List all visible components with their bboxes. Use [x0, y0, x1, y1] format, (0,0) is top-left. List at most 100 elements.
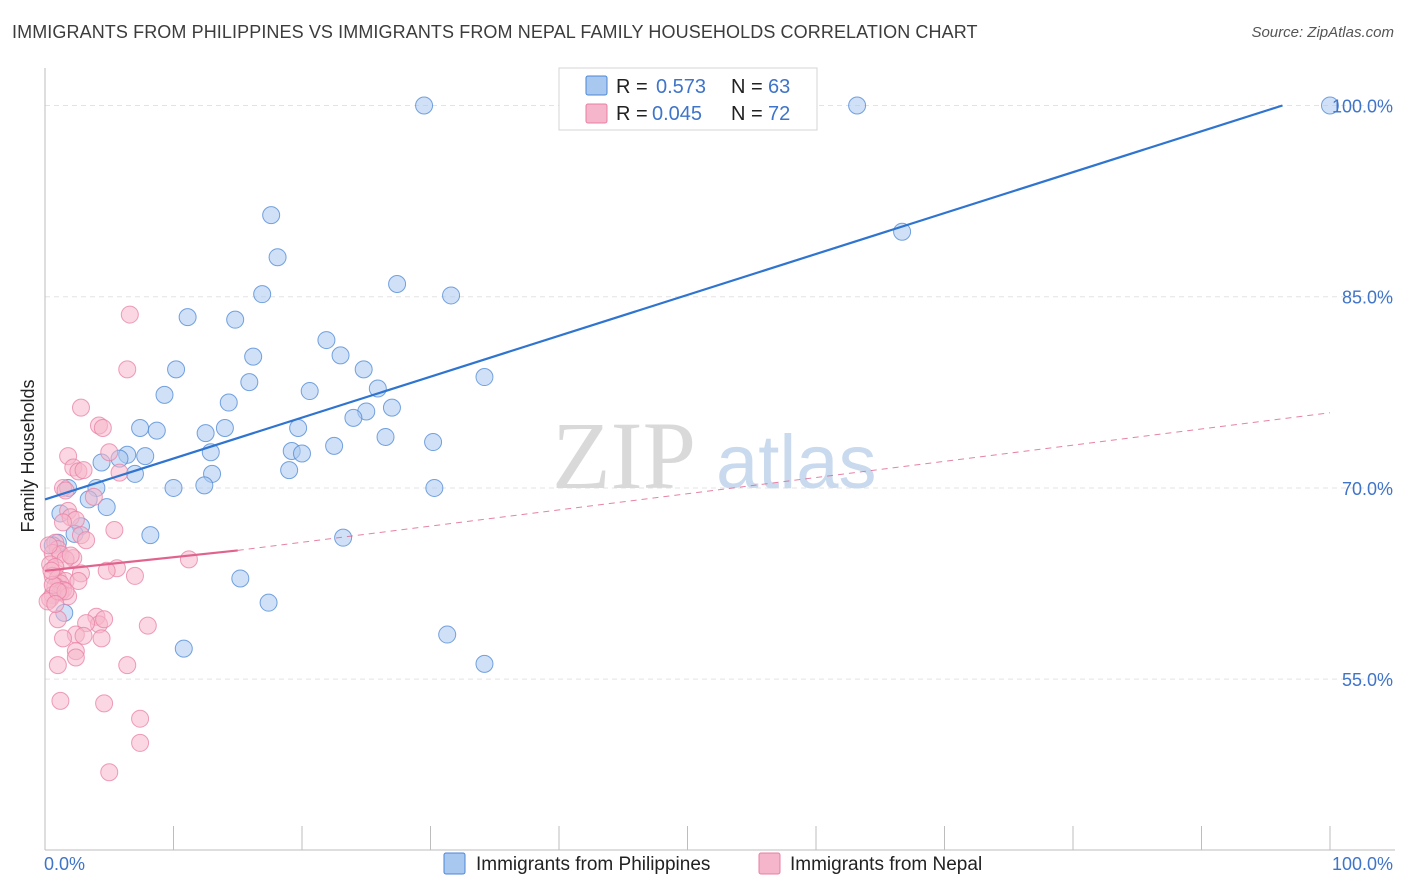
point-philippines-45 [425, 478, 444, 497]
point-philippines-27 [196, 424, 215, 443]
watermark: ZIP atlas [552, 402, 877, 509]
point-philippines-18 [300, 382, 319, 401]
watermark-zip: ZIP [552, 402, 696, 509]
point-nepal-33 [125, 566, 144, 585]
point-nepal-57 [118, 656, 137, 675]
point-nepal-13 [84, 487, 103, 506]
point-philippines-0 [415, 96, 434, 115]
point-nepal-48 [48, 610, 67, 629]
point-nepal-0 [120, 305, 139, 324]
point-nepal-18 [105, 521, 124, 540]
bottom-legend-label-philippines: Immigrants from Philippines [476, 854, 710, 875]
point-nepal-50 [138, 616, 157, 635]
point-nepal-58 [48, 656, 67, 675]
point-philippines-53 [141, 526, 160, 545]
y-tick-label-3: 100.0% [1332, 96, 1393, 116]
point-nepal-62 [131, 733, 150, 752]
legend-n-label-philippines: N = [731, 76, 763, 98]
gridlines [45, 104, 1395, 680]
y-axis-title: Family Households [18, 379, 38, 532]
point-philippines-4 [268, 248, 287, 267]
point-philippines-31 [424, 433, 443, 452]
bottom-legend-swatch-philippines [443, 852, 466, 875]
point-philippines-37 [136, 447, 155, 466]
point-nepal-53 [92, 629, 111, 648]
point-philippines-58 [259, 593, 278, 612]
point-nepal-69 [69, 572, 88, 591]
point-nepal-67 [39, 536, 58, 555]
point-philippines-40 [280, 461, 299, 480]
legend-swatch-nepal [585, 103, 608, 124]
point-philippines-12 [244, 347, 263, 366]
point-nepal-71 [46, 594, 65, 613]
point-philippines-8 [442, 286, 461, 305]
legend-r-value-philippines: 0.573 [656, 76, 706, 98]
point-nepal-6 [100, 443, 119, 462]
point-nepal-9 [74, 461, 93, 480]
point-nepal-59 [51, 691, 70, 710]
chart-title: IMMIGRANTS FROM PHILIPPINES VS IMMIGRANT… [12, 22, 978, 42]
point-nepal-56 [66, 648, 85, 667]
point-philippines-43 [164, 478, 183, 497]
data-points [38, 96, 1339, 782]
point-philippines-21 [219, 393, 238, 412]
y-tick-label-0: 55.0% [1342, 670, 1393, 690]
point-nepal-54 [53, 629, 72, 648]
point-philippines-49 [97, 498, 116, 517]
point-philippines-60 [174, 639, 193, 658]
x-tick-label-1: 100.0% [1332, 854, 1393, 874]
point-nepal-17 [53, 513, 72, 532]
point-philippines-20 [155, 385, 174, 404]
point-philippines-7 [388, 274, 407, 293]
point-philippines-54 [334, 528, 353, 547]
point-philippines-6 [253, 285, 272, 304]
point-philippines-10 [226, 310, 245, 329]
trend-line-nepal-extension [237, 412, 1331, 551]
point-nepal-52 [74, 626, 93, 645]
point-nepal-20 [77, 531, 96, 550]
point-philippines-44 [195, 476, 214, 495]
point-nepal-4 [93, 419, 112, 438]
point-philippines-24 [344, 408, 363, 427]
point-nepal-27 [179, 550, 198, 569]
trend-lines [44, 104, 1331, 572]
tick-labels: 55.0% 70.0% 85.0% 100.0% 0.0% 100.0% [44, 96, 1393, 874]
point-philippines-32 [325, 436, 344, 455]
point-nepal-66 [61, 546, 80, 565]
legend-r-label-philippines: R = [616, 76, 648, 98]
point-philippines-25 [131, 419, 150, 438]
point-philippines-26 [147, 421, 166, 440]
point-nepal-63 [100, 763, 119, 782]
point-nepal-1 [118, 360, 137, 379]
point-philippines-30 [376, 427, 395, 446]
point-philippines-59 [438, 625, 457, 644]
point-nepal-61 [131, 709, 150, 728]
legend-n-value-nepal: 72 [768, 103, 790, 125]
point-philippines-9 [178, 308, 197, 327]
legend-n-value-philippines: 63 [768, 76, 790, 98]
trend-line-philippines [44, 104, 1283, 501]
bottom-legend-swatch-nepal [758, 852, 781, 875]
point-nepal-49 [95, 610, 114, 629]
trend-line-nepal [44, 549, 238, 572]
legend-r-value-nepal: 0.045 [652, 103, 702, 125]
axes [44, 68, 1395, 851]
y-tick-label-2: 85.0% [1342, 288, 1393, 308]
point-nepal-60 [95, 694, 114, 713]
point-philippines-29 [289, 419, 308, 438]
point-philippines-61 [475, 654, 494, 673]
point-philippines-3 [262, 206, 281, 225]
point-philippines-35 [293, 444, 311, 463]
point-philippines-2 [1321, 96, 1339, 115]
point-nepal-31 [97, 561, 116, 580]
point-philippines-14 [354, 360, 373, 379]
legend-swatch-philippines [585, 75, 608, 96]
point-philippines-57 [231, 569, 250, 588]
point-philippines-1 [848, 96, 867, 115]
x-tick-label-0: 0.0% [44, 854, 85, 874]
bottom-legend: Immigrants from Philippines Immigrants f… [443, 852, 982, 875]
top-legend: R = 0.573 N = 63 R = 0.045 N = 72 [558, 67, 818, 131]
bottom-legend-label-nepal: Immigrants from Nepal [790, 854, 982, 875]
legend-r-label-nepal: R = [616, 103, 648, 125]
